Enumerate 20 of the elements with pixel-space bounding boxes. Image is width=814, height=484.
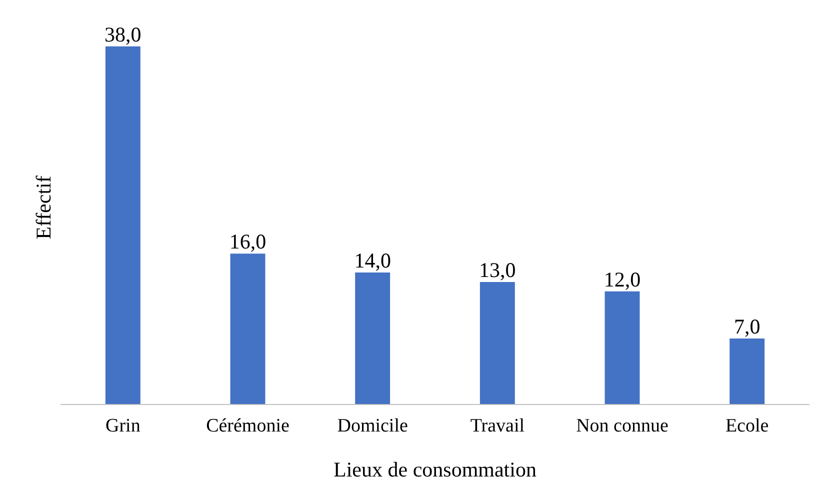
data-label: 38,0	[104, 22, 142, 46]
bar	[105, 46, 140, 404]
data-label: 13,0	[479, 258, 516, 282]
bar	[604, 291, 640, 404]
x-tick-label: Travail	[470, 416, 525, 436]
y-axis-title: Effectif	[32, 176, 56, 240]
x-axis-title: Lieux de consommation	[334, 458, 537, 482]
bar	[355, 272, 390, 404]
data-label: 7,0	[734, 314, 760, 339]
data-label: 16,0	[229, 230, 266, 254]
bar	[730, 338, 765, 404]
x-tick-label: Domicile	[337, 416, 408, 436]
x-tick-label: Grin	[106, 416, 141, 436]
bar	[480, 282, 515, 404]
data-label: 12,0	[604, 267, 641, 292]
data-label: 14,0	[354, 248, 391, 273]
x-tick-label: Cérémonie	[206, 416, 290, 436]
x-tick-label: Non connue	[576, 416, 668, 436]
bar	[230, 254, 266, 404]
x-tick-label: Ecole	[725, 416, 769, 436]
